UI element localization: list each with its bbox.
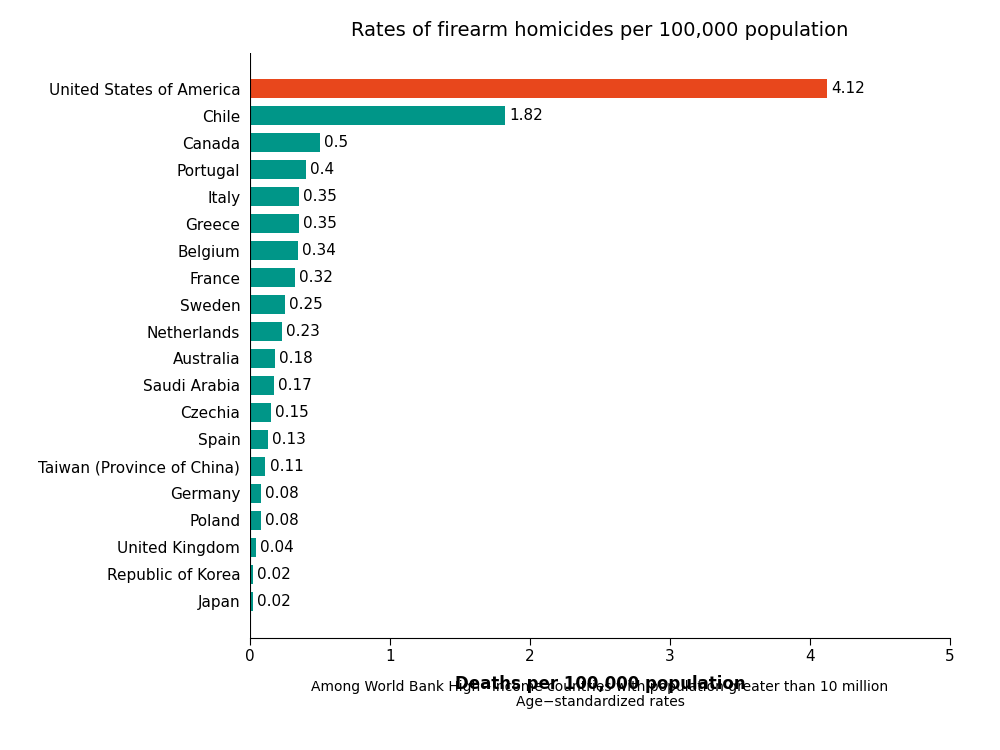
Bar xyxy=(250,538,256,557)
Text: 0.13: 0.13 xyxy=(272,432,306,447)
Text: 0.11: 0.11 xyxy=(270,459,303,474)
Bar xyxy=(250,457,265,476)
Text: 0.4: 0.4 xyxy=(310,162,334,177)
X-axis label: Deaths per 100,000 population: Deaths per 100,000 population xyxy=(455,676,745,694)
Text: Age−standardized rates: Age−standardized rates xyxy=(516,694,684,709)
Bar xyxy=(250,376,274,395)
Bar xyxy=(250,565,253,584)
Bar xyxy=(250,592,253,611)
Bar xyxy=(250,133,320,152)
Bar xyxy=(250,187,299,206)
Text: 0.35: 0.35 xyxy=(303,189,337,204)
Bar xyxy=(250,403,271,422)
Text: 0.02: 0.02 xyxy=(257,567,291,582)
Bar xyxy=(250,511,261,530)
Text: 0.04: 0.04 xyxy=(260,540,294,555)
Bar xyxy=(250,430,268,449)
Bar xyxy=(250,484,261,503)
Text: 1.82: 1.82 xyxy=(509,108,543,123)
Title: Rates of firearm homicides per 100,000 population: Rates of firearm homicides per 100,000 p… xyxy=(351,21,849,40)
Text: 0.08: 0.08 xyxy=(265,513,299,528)
Text: 0.02: 0.02 xyxy=(257,594,291,609)
Bar xyxy=(250,160,306,179)
Text: 0.5: 0.5 xyxy=(324,135,348,150)
Bar xyxy=(250,106,505,125)
Bar xyxy=(250,322,282,341)
Bar xyxy=(250,268,295,287)
Bar xyxy=(250,349,275,368)
Text: 0.23: 0.23 xyxy=(286,324,320,339)
Text: 4.12: 4.12 xyxy=(831,81,865,96)
Text: 0.25: 0.25 xyxy=(289,297,323,312)
Text: 0.17: 0.17 xyxy=(278,378,312,393)
Bar xyxy=(250,241,298,260)
Text: 0.34: 0.34 xyxy=(302,243,336,258)
Text: Among World Bank High−Income countries with population greater than 10 million: Among World Bank High−Income countries w… xyxy=(311,680,889,694)
Text: 0.32: 0.32 xyxy=(299,270,333,285)
Bar xyxy=(250,214,299,233)
Text: 0.35: 0.35 xyxy=(303,216,337,231)
Text: 0.08: 0.08 xyxy=(265,486,299,501)
Text: 0.18: 0.18 xyxy=(279,351,313,366)
Bar xyxy=(250,295,285,314)
Text: 0.15: 0.15 xyxy=(275,405,309,420)
Bar xyxy=(250,79,827,98)
